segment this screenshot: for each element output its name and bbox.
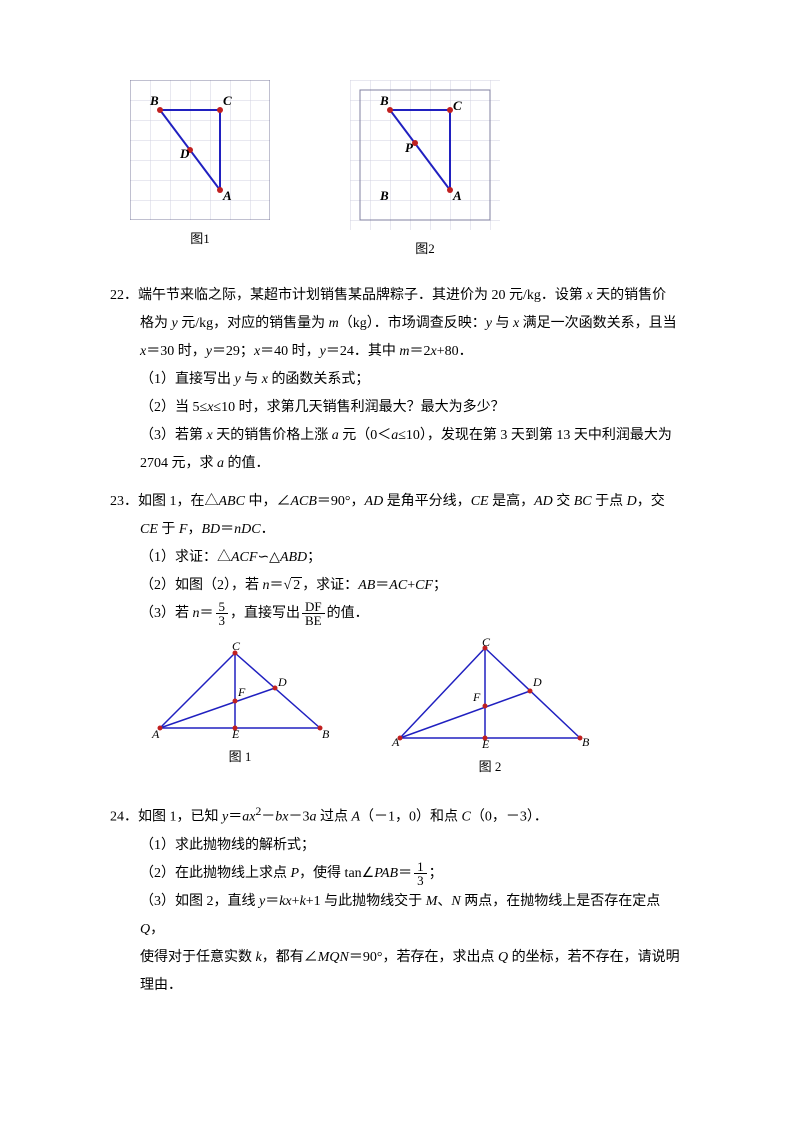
problem-23-num: 23．	[110, 494, 138, 509]
figure-2-svg: B C A P B	[350, 80, 500, 230]
svg-text:A: A	[391, 735, 400, 748]
problem-23-line1: 23．如图 1，在△ABC 中，∠ACB＝90°，AD 是角平分线，CE 是高，…	[110, 488, 684, 516]
svg-text:E: E	[231, 727, 240, 738]
svg-text:B: B	[379, 188, 389, 203]
problem-24-sub2: （2）在此抛物线上求点 P，使得 tan∠PAB＝13；	[110, 860, 684, 888]
problem-24-line1: 24．如图 1，已知 y＝ax2－bx－3a 过点 A（－1，0）和点 C（0，…	[110, 800, 684, 832]
figure-mid-1: A B C D E F 图 1	[150, 638, 330, 780]
figure-1-caption: 图1	[190, 226, 210, 252]
svg-text:B: B	[149, 93, 159, 108]
svg-text:D: D	[532, 675, 542, 689]
figure-1-container: B C A D 图1	[130, 80, 270, 262]
problem-22-sub3b: 2704 元，求 a 的值．	[110, 450, 684, 478]
problem-23-sub3: （3）若 n＝53，直接写出DFBE的值．	[110, 600, 684, 628]
problem-24: 24．如图 1，已知 y＝ax2－bx－3a 过点 A（－1，0）和点 C（0，…	[110, 800, 684, 1000]
svg-text:D: D	[179, 146, 190, 161]
problem-22-sub2: （2）当 5≤x≤10 时，求第几天销售利润最大？最大为多少？	[110, 394, 684, 422]
svg-text:C: C	[482, 638, 491, 649]
problem-24-num: 24．	[110, 810, 138, 825]
svg-text:B: B	[322, 727, 330, 738]
problem-24-sub3b: 使得对于任意实数 k，都有∠MQN＝90°，若存在，求出点 Q 的坐标，若不存在…	[110, 944, 684, 972]
mid-figures-row: A B C D E F 图 1 A B C D E F	[110, 638, 684, 780]
figure-2-caption: 图2	[415, 236, 435, 262]
svg-text:F: F	[472, 690, 481, 704]
fraction-df-be: DFBE	[302, 600, 325, 627]
figure-1-svg: B C A D	[130, 80, 270, 220]
problem-22-line1: 22．端午节来临之际，某超市计划销售某品牌粽子．其进价为 20 元/kg．设第 …	[110, 282, 684, 310]
svg-text:D: D	[277, 675, 287, 689]
problem-22-sub3: （3）若第 x 天的销售价格上涨 a 元（0＜a≤10），发现在第 3 天到第 …	[110, 422, 684, 450]
figure-2-container: B C A P B 图2	[350, 80, 500, 262]
problem-22-line2: 格为 y 元/kg，对应的销售量为 m（kg）．市场调查反映：y 与 x 满足一…	[110, 310, 684, 338]
problem-23: 23．如图 1，在△ABC 中，∠ACB＝90°，AD 是角平分线，CE 是高，…	[110, 488, 684, 628]
figure-mid-2: A B C D E F 图 2	[390, 638, 590, 780]
svg-text:A: A	[151, 727, 160, 738]
problem-23-line2: CE 于 F，BD＝nDC．	[110, 516, 684, 544]
problem-24-sub3: （3）如图 2，直线 y＝kx+k+1 与此抛物线交于 M、N 两点，在抛物线上…	[110, 888, 684, 944]
figure-mid-1-caption: 图 1	[229, 744, 252, 770]
svg-text:P: P	[405, 140, 414, 155]
fraction-1-3: 13	[414, 860, 427, 887]
svg-text:A: A	[452, 188, 462, 203]
svg-text:F: F	[237, 685, 246, 699]
problem-22: 22．端午节来临之际，某超市计划销售某品牌粽子．其进价为 20 元/kg．设第 …	[110, 282, 684, 478]
problem-24-sub1: （1）求此抛物线的解析式；	[110, 832, 684, 860]
problem-22-num: 22．	[110, 288, 138, 303]
svg-text:B: B	[379, 93, 389, 108]
problem-23-sub1: （1）求证：△ACF∽△ABD；	[110, 544, 684, 572]
svg-text:B: B	[582, 735, 590, 748]
svg-text:E: E	[481, 737, 490, 748]
figure-mid-1-svg: A B C D E F	[150, 638, 330, 738]
problem-24-sub3c: 理由．	[110, 972, 684, 1000]
svg-text:C: C	[453, 98, 462, 113]
problem-22-sub1: （1）直接写出 y 与 x 的函数关系式；	[110, 366, 684, 394]
problem-22-line3: x＝30 时，y＝29；x＝40 时，y＝24．其中 m＝2x+80．	[110, 338, 684, 366]
svg-text:A: A	[222, 188, 232, 203]
svg-text:C: C	[223, 93, 232, 108]
problem-23-sub2: （2）如图（2），若 n＝2，求证：AB＝AC+CF；	[110, 572, 684, 600]
figure-mid-2-svg: A B C D E F	[390, 638, 590, 748]
figure-mid-2-caption: 图 2	[479, 754, 502, 780]
top-figures-row: B C A D 图1 B C A P B	[110, 80, 684, 262]
fraction-5-3: 53	[216, 600, 229, 627]
svg-text:C: C	[232, 639, 241, 653]
